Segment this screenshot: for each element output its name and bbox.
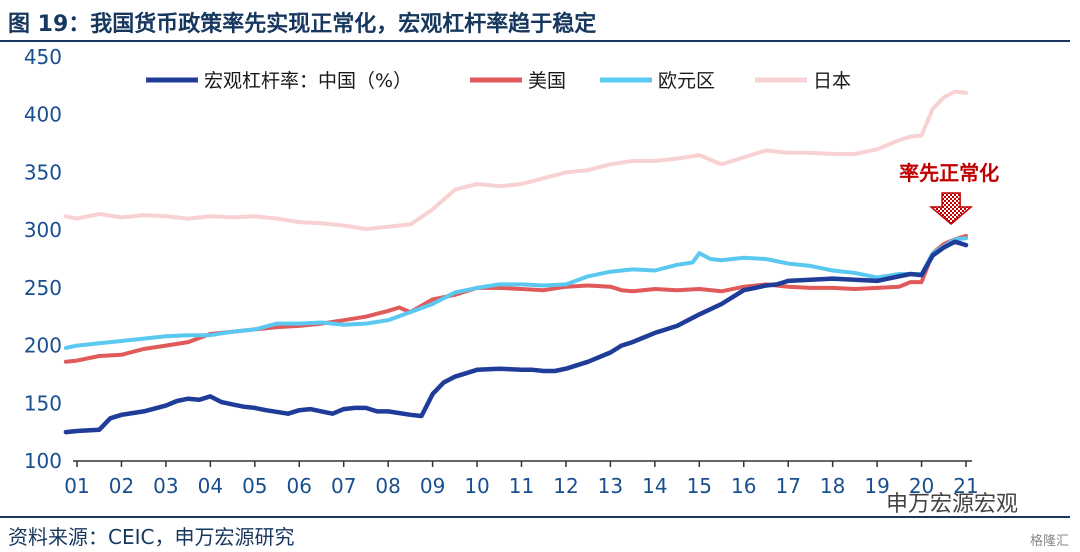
x-axis: 01 02 03 04 05 06 07 08 09 10 11 12 13 14 15 16 17 18 19 20… <box>64 460 979 498</box>
x-tick-label: 06 <box>287 474 312 498</box>
x-tick-label: 18 <box>820 474 845 498</box>
source-divider <box>0 516 1070 518</box>
y-tick-label: 350 <box>24 160 62 184</box>
legend-label: 欧元区 <box>658 70 715 92</box>
x-tick-label: 10 <box>464 474 489 498</box>
x-tick-label: 07 <box>331 474 356 498</box>
x-tick-label: 04 <box>198 474 223 498</box>
annotation: 率先正常化 <box>899 161 999 225</box>
y-tick-label: 100 <box>24 449 62 473</box>
x-tick-label: 03 <box>153 474 178 498</box>
x-tick-label: 05 <box>242 474 267 498</box>
annotation-label: 率先正常化 <box>899 161 999 185</box>
title-divider <box>0 40 1070 42</box>
series-line-3 <box>63 89 968 231</box>
x-tick-label: 14 <box>642 474 667 498</box>
series-lines <box>63 89 969 435</box>
watermark-brand: 格隆汇 <box>1030 534 1070 549</box>
y-tick-label: 250 <box>24 276 62 300</box>
x-tick-label: 01 <box>64 474 89 498</box>
x-tick-label: 19 <box>864 474 889 498</box>
series-line-1 <box>63 233 968 364</box>
x-tick-label: 20 <box>909 474 934 498</box>
series-line-0 <box>63 239 969 435</box>
series-line-2 <box>63 236 968 350</box>
x-tick-label: 15 <box>687 474 712 498</box>
x-tick-label: 13 <box>598 474 623 498</box>
title-bar: 图 19：我国货币政策率先实现正常化，宏观杠杆率趋于稳定 <box>0 0 1080 40</box>
x-tick-label: 16 <box>731 474 756 498</box>
source-note: 资料来源：CEIC，申万宏源研究 <box>8 525 295 549</box>
x-tick-label: 08 <box>375 474 400 498</box>
x-tick-label: 11 <box>509 474 534 498</box>
x-tick-label: 02 <box>109 474 134 498</box>
y-tick-label: 300 <box>24 218 62 242</box>
x-tick-label: 12 <box>553 474 578 498</box>
y-tick-label: 400 <box>24 103 62 127</box>
y-tick-label: 150 <box>24 391 62 415</box>
figure-title: 图 19：我国货币政策率先实现正常化，宏观杠杆率趋于稳定 <box>8 12 597 37</box>
down-arrow-icon <box>929 192 974 225</box>
y-tick-label: 200 <box>24 334 62 358</box>
watermark-wechat: 申万宏源宏观 <box>886 492 1019 517</box>
x-tick-label: 21 <box>953 474 978 498</box>
y-tick-label: 450 <box>24 45 62 69</box>
legend-label: 日本 <box>813 70 851 92</box>
x-tick-label: 09 <box>420 474 445 498</box>
legend-label: 宏观杠杆率：中国（%） <box>204 70 412 92</box>
x-tick-label: 17 <box>775 474 800 498</box>
legend-label: 美国 <box>528 70 566 92</box>
y-axis: 100 150 200 250 300 350 400 450 <box>24 45 62 473</box>
legend: 宏观杠杆率：中国（%） 美国 欧元区 日本 <box>146 70 851 92</box>
